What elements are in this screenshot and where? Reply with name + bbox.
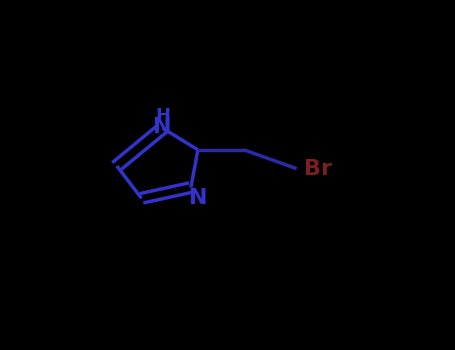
Text: Br: Br bbox=[304, 159, 332, 178]
Text: N: N bbox=[153, 117, 172, 137]
Text: H: H bbox=[155, 107, 170, 125]
Text: N: N bbox=[189, 188, 207, 208]
